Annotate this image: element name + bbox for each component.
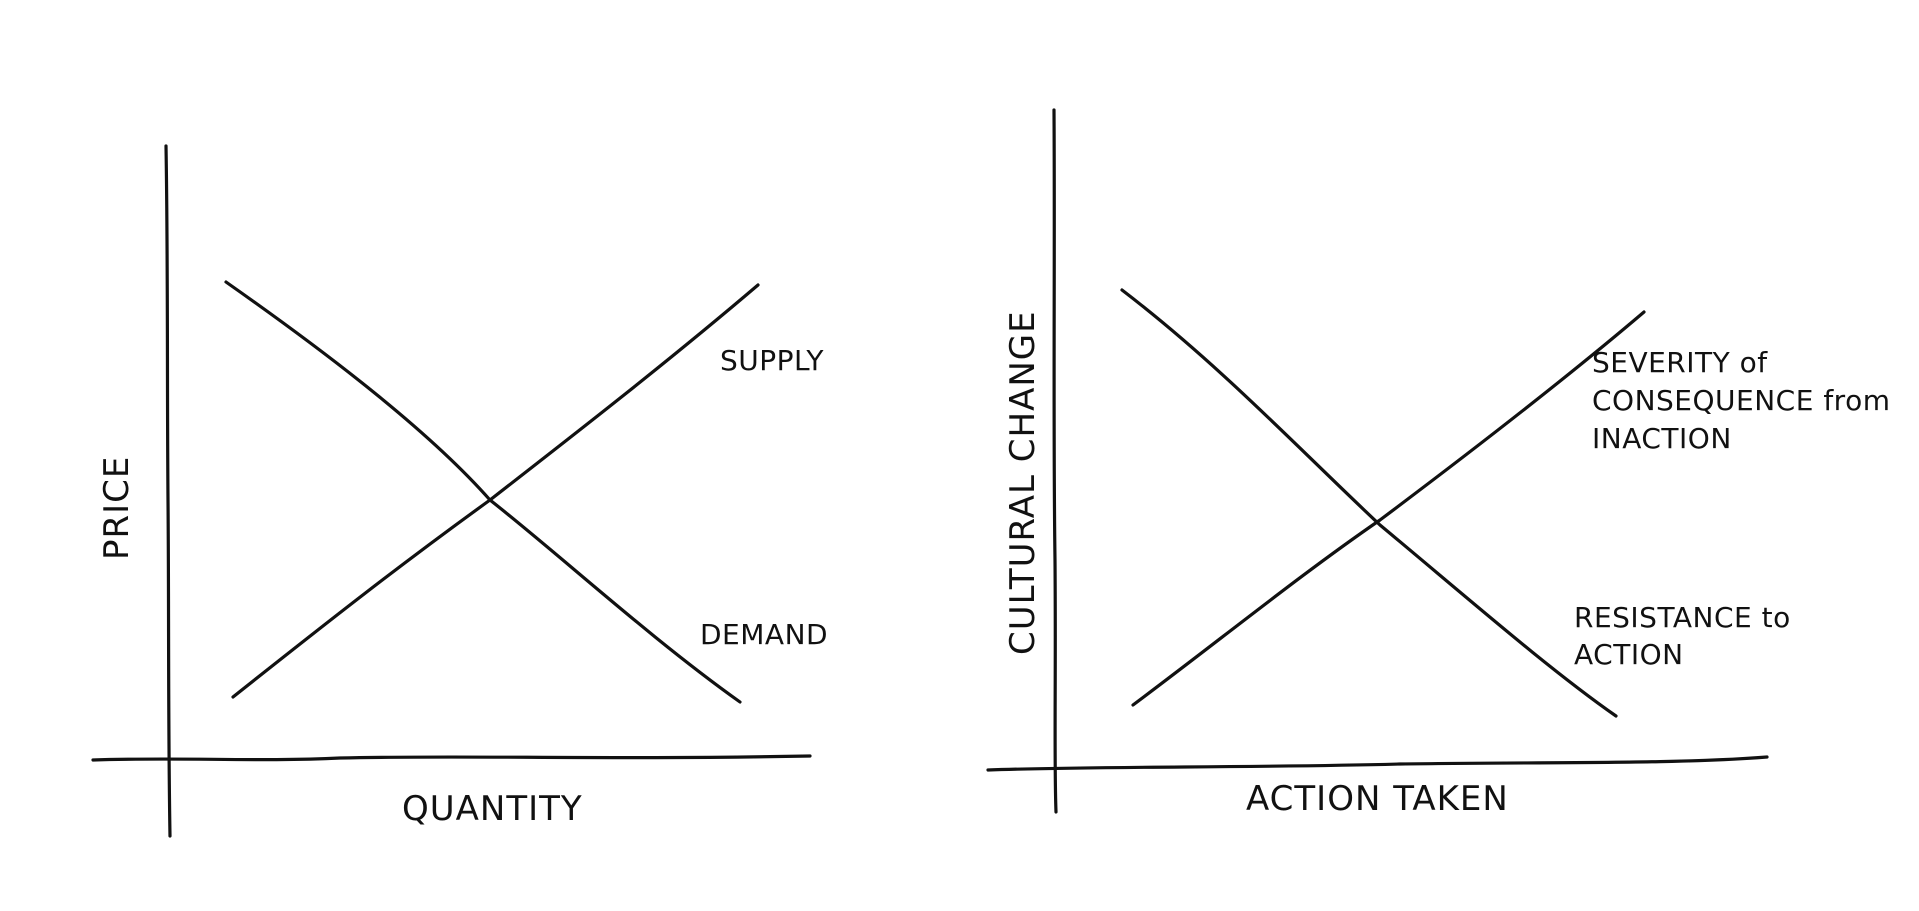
supply-demand-diagram: PRICE QUANTITY SUPPLY DEMAND: [91, 144, 828, 838]
left-y-axis: [164, 144, 172, 838]
demand-line: [224, 280, 742, 704]
left-x-axis-label: QUANTITY: [402, 789, 583, 829]
severity-label-line-1: SEVERITY of: [1592, 346, 1768, 379]
cultural-change-diagram: CULTURAL CHANGE ACTION TAKEN SEVERITY of…: [986, 108, 1900, 819]
right-x-axis: [986, 755, 1769, 772]
left-x-axis: [91, 754, 812, 762]
severity-label: SEVERITY of CONSEQUENCE from INACTION: [1592, 346, 1900, 455]
supply-label: SUPPLY: [720, 344, 824, 377]
supply-line: [231, 283, 760, 699]
resistance-label-line-1: RESISTANCE to: [1574, 601, 1791, 634]
severity-label-line-2: CONSEQUENCE from: [1592, 384, 1890, 417]
demand-label: DEMAND: [700, 618, 828, 651]
left-y-axis-label: PRICE: [97, 456, 137, 560]
resistance-label-line-2: ACTION: [1574, 638, 1684, 671]
right-x-axis-label: ACTION TAKEN: [1246, 779, 1509, 819]
severity-label-line-3: INACTION: [1592, 422, 1732, 455]
resistance-line: [1120, 288, 1618, 718]
severity-line: [1131, 310, 1646, 707]
right-y-axis: [1052, 108, 1058, 814]
resistance-label: RESISTANCE to ACTION: [1574, 601, 1800, 671]
right-y-axis-label: CULTURAL CHANGE: [1003, 310, 1043, 655]
